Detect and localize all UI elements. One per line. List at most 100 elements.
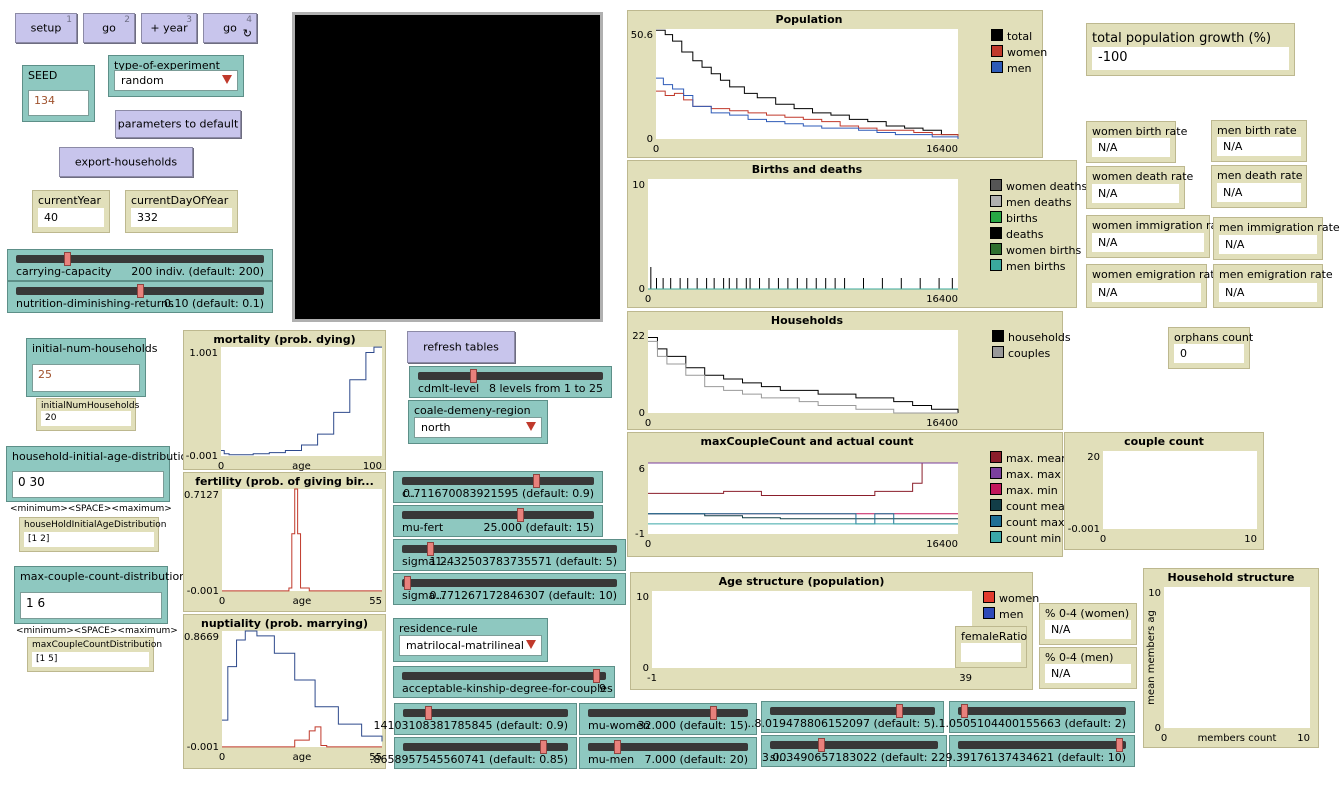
monitor-label: women birth rate: [1092, 125, 1188, 138]
plot-area: [656, 29, 958, 139]
legend-count-mean: count mean: [990, 499, 1072, 513]
monitor-label: men birth rate: [1217, 124, 1297, 137]
slider-thumb[interactable]: [426, 542, 434, 556]
monitor-label: % 0-4 (men): [1045, 651, 1114, 664]
slider-thumb[interactable]: [64, 252, 72, 266]
init-num-households-monitor: initialNumHouseholds 20: [36, 398, 139, 431]
slider-track: [402, 511, 594, 519]
refresh-tables-button[interactable]: refresh tables: [407, 331, 515, 363]
plus-year-button[interactable]: 3 + year: [141, 13, 197, 43]
slider-name: cdmlt-level: [418, 382, 480, 395]
series-line-1: [648, 340, 958, 414]
slider-track: [402, 672, 606, 680]
series-line-2: [656, 77, 959, 139]
slider-track: [402, 545, 617, 553]
go-forever-button[interactable]: 4 go ↻: [203, 13, 257, 43]
legend-label: men: [999, 608, 1024, 621]
slider-thumb[interactable]: [516, 508, 524, 522]
sigma-men-slider[interactable]: si... 3.003490657183022 (default: 2: [761, 735, 947, 767]
slider-name: carrying-capacity: [16, 265, 112, 278]
slider-thumb[interactable]: [593, 669, 601, 683]
slider-thumb[interactable]: [469, 369, 477, 383]
series-line-4: [648, 513, 958, 525]
legend-men: men: [991, 61, 1031, 75]
legend-men-deaths: men deaths: [990, 195, 1071, 209]
slider-thumb[interactable]: [961, 704, 969, 718]
setup-button[interactable]: 1 setup: [15, 13, 77, 43]
age-distribution-label: household-initial-age-distribution: [12, 450, 195, 463]
slider-thumb[interactable]: [425, 706, 433, 720]
couple-count-dist-input[interactable]: 1 6: [20, 592, 162, 619]
monitor-label: men death rate: [1217, 169, 1303, 182]
sigma-women-slider[interactable]: ..8.019478806152097 (default: 5): [748, 701, 944, 733]
x-tick-max: 16400: [926, 294, 958, 305]
go-forever-label: go: [223, 21, 237, 35]
residence-select[interactable]: matrilocal-matrilineal: [399, 635, 542, 656]
age-structure-plot: Age structure (population) 10 0 -1 39 women…: [630, 572, 1039, 690]
slider-track: [588, 709, 748, 717]
nuptiality-p-slider[interactable]: .8658957545560741 (default: 0.85): [370, 737, 577, 769]
slider-thumb[interactable]: [404, 576, 412, 590]
experiment-chooser[interactable]: type-of-experiment random: [108, 55, 244, 97]
nuptiality-c-slider[interactable]: 14103108381785845 (default: 0.9): [374, 703, 577, 735]
experiment-value: random: [121, 74, 164, 87]
go-button[interactable]: 2 go: [83, 13, 135, 43]
setup-label: setup: [30, 21, 62, 35]
sigma1-slider[interactable]: sigma1-... 1.2432503783735571 (default: …: [393, 539, 626, 571]
sigma-women-2-slider[interactable]: ..1.0505104400155663 (default: 2): [932, 701, 1135, 733]
x-tick-min: 0: [219, 752, 225, 763]
seed-input[interactable]: 134: [28, 90, 89, 116]
nutrition-slider[interactable]: nutrition-diminishing-returns 0.10 (defa…: [7, 281, 273, 313]
slider-value: .8658957545560741 (default: 0.85): [370, 753, 568, 766]
experiment-select[interactable]: random: [114, 70, 238, 91]
region-chooser-label: coale-demeny-region: [414, 404, 531, 417]
plot-area: [1164, 587, 1310, 728]
slider-track: [402, 477, 594, 485]
mu-men-slider[interactable]: mu-men 7.000 (default: 20): [579, 737, 757, 769]
age-distribution-input[interactable]: 0 30: [12, 471, 164, 498]
go-label: go: [102, 21, 116, 35]
slider-name: c...: [402, 487, 419, 500]
initial-households-input[interactable]: 25: [32, 364, 140, 392]
c-fert-slider[interactable]: c... 0.711670083921595 (default: 0.9): [393, 471, 603, 503]
monitor-value: [1 5]: [32, 652, 149, 667]
slider-track: [958, 707, 1126, 715]
y-tick-min: 0: [639, 284, 645, 295]
x-axis-label: age: [293, 752, 312, 763]
x-tick-max: 55: [369, 752, 382, 763]
mu-women-slider[interactable]: mu-women 32.000 (default: 15): [579, 703, 757, 735]
residence-rule-chooser[interactable]: residence-rule matrilocal-matrilineal: [393, 618, 548, 662]
world-view[interactable]: [292, 12, 603, 322]
sigma2-slider[interactable]: sigma... 0.771267172846307 (default: 10): [393, 573, 626, 605]
parameters-to-default-button[interactable]: parameters to default: [115, 110, 241, 138]
carrying-capacity-slider[interactable]: carrying-capacity 200 indiv. (default: 2…: [7, 249, 273, 281]
slider-thumb[interactable]: [896, 704, 904, 718]
kinship-degree-slider[interactable]: acceptable-kinship-degree-for-couples 9: [393, 666, 615, 698]
region-chooser[interactable]: coale-demeny-region north: [408, 400, 548, 444]
slider-value: ..8.019478806152097 (default: 5): [747, 717, 935, 730]
cdmlt-level-slider[interactable]: cdmlt-level 8 levels from 1 to 25: [409, 366, 612, 398]
y-tick-min: -0.001: [187, 586, 219, 597]
monitor-label: orphans count: [1174, 331, 1254, 344]
mu-fert-slider[interactable]: mu-fert 25.000 (default: 15): [393, 505, 603, 537]
legend-swatch: [983, 591, 995, 603]
legend-age-men: men: [983, 607, 1023, 621]
slider-thumb[interactable]: [136, 284, 144, 298]
sigma-men-2-slider[interactable]: ..29.39176137434621 (default: 10): [932, 735, 1135, 767]
legend-count-min: count min: [990, 531, 1061, 545]
y-tick-max: 10: [632, 180, 645, 191]
slider-value: 3.003490657183022 (default: 2: [761, 751, 938, 764]
slider-thumb[interactable]: [710, 706, 718, 720]
slider-thumb[interactable]: [818, 738, 826, 752]
slider-thumb[interactable]: [1115, 738, 1123, 752]
slider-thumb[interactable]: [533, 474, 541, 488]
slider-name: mu-fert: [402, 521, 444, 534]
region-select[interactable]: north: [414, 417, 542, 438]
legend-label: deaths: [1006, 228, 1044, 241]
slider-thumb[interactable]: [540, 740, 548, 754]
monitor-value: N/A: [1092, 184, 1179, 203]
export-households-button[interactable]: export-households: [59, 147, 193, 177]
plot-title: nuptiality (prob. marrying): [201, 617, 368, 630]
slider-thumb[interactable]: [614, 740, 621, 754]
legend-swatch: [990, 259, 1002, 271]
